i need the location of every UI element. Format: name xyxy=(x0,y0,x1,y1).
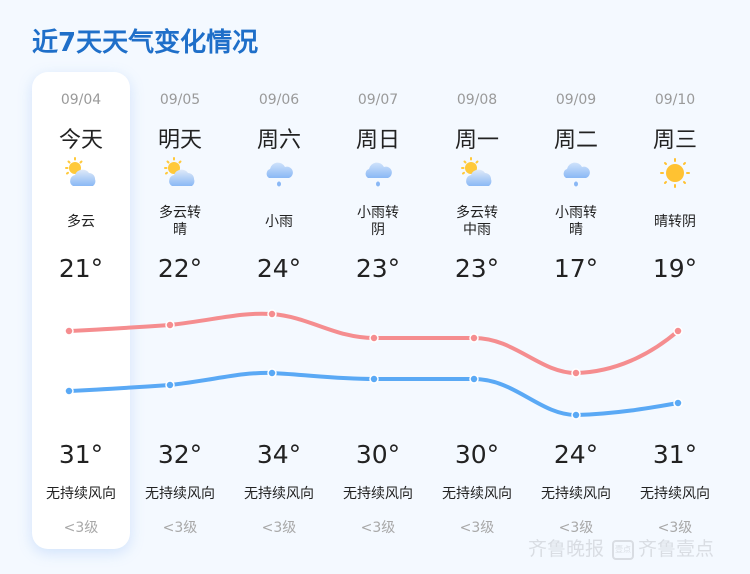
light-rain-icon xyxy=(556,156,596,190)
upper-temp-value: 23° xyxy=(454,254,500,283)
watermark: 齐鲁晚报 壹点 齐鲁壹点 xyxy=(528,534,714,561)
wind-level: <3级 xyxy=(261,520,297,536)
condition-label: 小雨转晴 xyxy=(527,202,626,242)
condition-label: 小雨转阴 xyxy=(329,202,428,242)
wind-direction: 无持续风向 xyxy=(640,486,710,502)
date-label: 09/05 xyxy=(159,92,201,108)
wind-level: <3级 xyxy=(459,520,495,536)
lower-temp-value: 31° xyxy=(652,440,698,469)
upper-temp-value: 19° xyxy=(652,254,698,283)
condition-line-2: 阴 xyxy=(371,222,385,238)
condition-line-1: 多云 xyxy=(67,213,95,230)
condition-line-1: 小雨转 xyxy=(357,205,399,221)
date-label: 09/08 xyxy=(456,92,498,108)
wind-level: <3级 xyxy=(558,520,594,536)
wind-direction: 无持续风向 xyxy=(541,486,611,502)
condition-line-1: 小雨转 xyxy=(555,205,597,221)
upper-temp-value: 17° xyxy=(553,254,599,283)
date-label: 09/06 xyxy=(258,92,300,108)
condition-label: 多云转 中雨 xyxy=(428,202,527,242)
wind-level: <3级 xyxy=(162,520,198,536)
wind-level: <3级 xyxy=(63,520,99,536)
condition-line-2: 中雨 xyxy=(463,222,491,238)
day-column-09-09: 09/09 周二 小雨转晴 17° 24° 无持续风向 <3级 xyxy=(527,72,626,549)
watermark-brand-2: 齐鲁壹点 xyxy=(638,538,715,560)
day-column-09-10: 09/10 周三 晴转阴 19° 31° 无持续风向 <3级 xyxy=(626,72,725,549)
partly-cloudy-icon xyxy=(61,156,101,190)
lower-temp-value: 31° xyxy=(58,440,104,469)
condition-line-2: 晴 xyxy=(569,222,583,238)
lower-temp-value: 24° xyxy=(553,440,599,469)
condition-label: 多云转晴 xyxy=(131,202,230,242)
weekday-label: 周日 xyxy=(355,128,400,153)
condition-line-2: 晴 xyxy=(173,222,187,238)
condition-line-1: 小雨 xyxy=(265,213,293,230)
wind-direction: 无持续风向 xyxy=(343,486,413,502)
condition-line-1: 多云转 xyxy=(456,205,498,221)
lower-temp-value: 30° xyxy=(355,440,401,469)
partly-cloudy-icon xyxy=(160,156,200,190)
day-column-09-06: 09/06 周六 小雨 24° 34° 无持续风向 <3级 xyxy=(230,72,329,549)
day-column-09-08: 09/08 周一 多云转 中雨 23° 30° 无持续风向 <3级 xyxy=(428,72,527,549)
date-label: 09/09 xyxy=(555,92,597,108)
page-title: 近7天天气变化情况 xyxy=(32,28,259,58)
date-label: 09/10 xyxy=(654,92,696,108)
weekday-label: 周二 xyxy=(553,128,598,153)
wind-direction: 无持续风向 xyxy=(46,486,116,502)
condition-label: 晴转阴 xyxy=(626,202,725,242)
upper-temp-value: 23° xyxy=(355,254,401,283)
watermark-brand-1: 齐鲁晚报 xyxy=(528,538,605,560)
upper-temp-value: 24° xyxy=(256,254,302,283)
upper-temp-value: 21° xyxy=(58,254,104,283)
upper-temp-value: 22° xyxy=(157,254,203,283)
partly-cloudy-icon xyxy=(457,156,497,190)
wind-level: <3级 xyxy=(360,520,396,536)
weekday-label: 周一 xyxy=(454,128,499,153)
day-column-09-05: 09/05 明天 多云转晴 22° 32° 无持续风向 <3级 xyxy=(131,72,230,549)
lower-temp-value: 30° xyxy=(454,440,500,469)
condition-line-1: 晴转阴 xyxy=(654,213,696,230)
wind-direction: 无持续风向 xyxy=(145,486,215,502)
weekday-label: 今天 xyxy=(58,128,103,153)
today-highlight-card xyxy=(32,72,130,549)
wind-direction: 无持续风向 xyxy=(244,486,314,502)
lower-temp-value: 34° xyxy=(256,440,302,469)
light-rain-icon xyxy=(358,156,398,190)
condition-label: 多云 xyxy=(32,202,131,242)
sunny-icon xyxy=(655,156,695,190)
weekday-label: 周六 xyxy=(256,128,301,153)
condition-line-1: 多云转 xyxy=(159,205,201,221)
date-label: 09/04 xyxy=(60,92,102,108)
wind-level: <3级 xyxy=(657,520,693,536)
watermark-badge: 壹点 xyxy=(612,540,635,560)
light-rain-icon xyxy=(259,156,299,190)
wind-direction: 无持续风向 xyxy=(442,486,512,502)
weekday-label: 周三 xyxy=(652,128,697,153)
day-column-09-04: 09/04 今天 多云 21° 31° 无持续风向 <3级 xyxy=(32,72,131,549)
date-label: 09/07 xyxy=(357,92,399,108)
condition-label: 小雨 xyxy=(230,202,329,242)
day-column-09-07: 09/07 周日 小雨转阴 23° 30° 无持续风向 <3级 xyxy=(329,72,428,549)
weekday-label: 明天 xyxy=(157,128,202,153)
lower-temp-value: 32° xyxy=(157,440,203,469)
